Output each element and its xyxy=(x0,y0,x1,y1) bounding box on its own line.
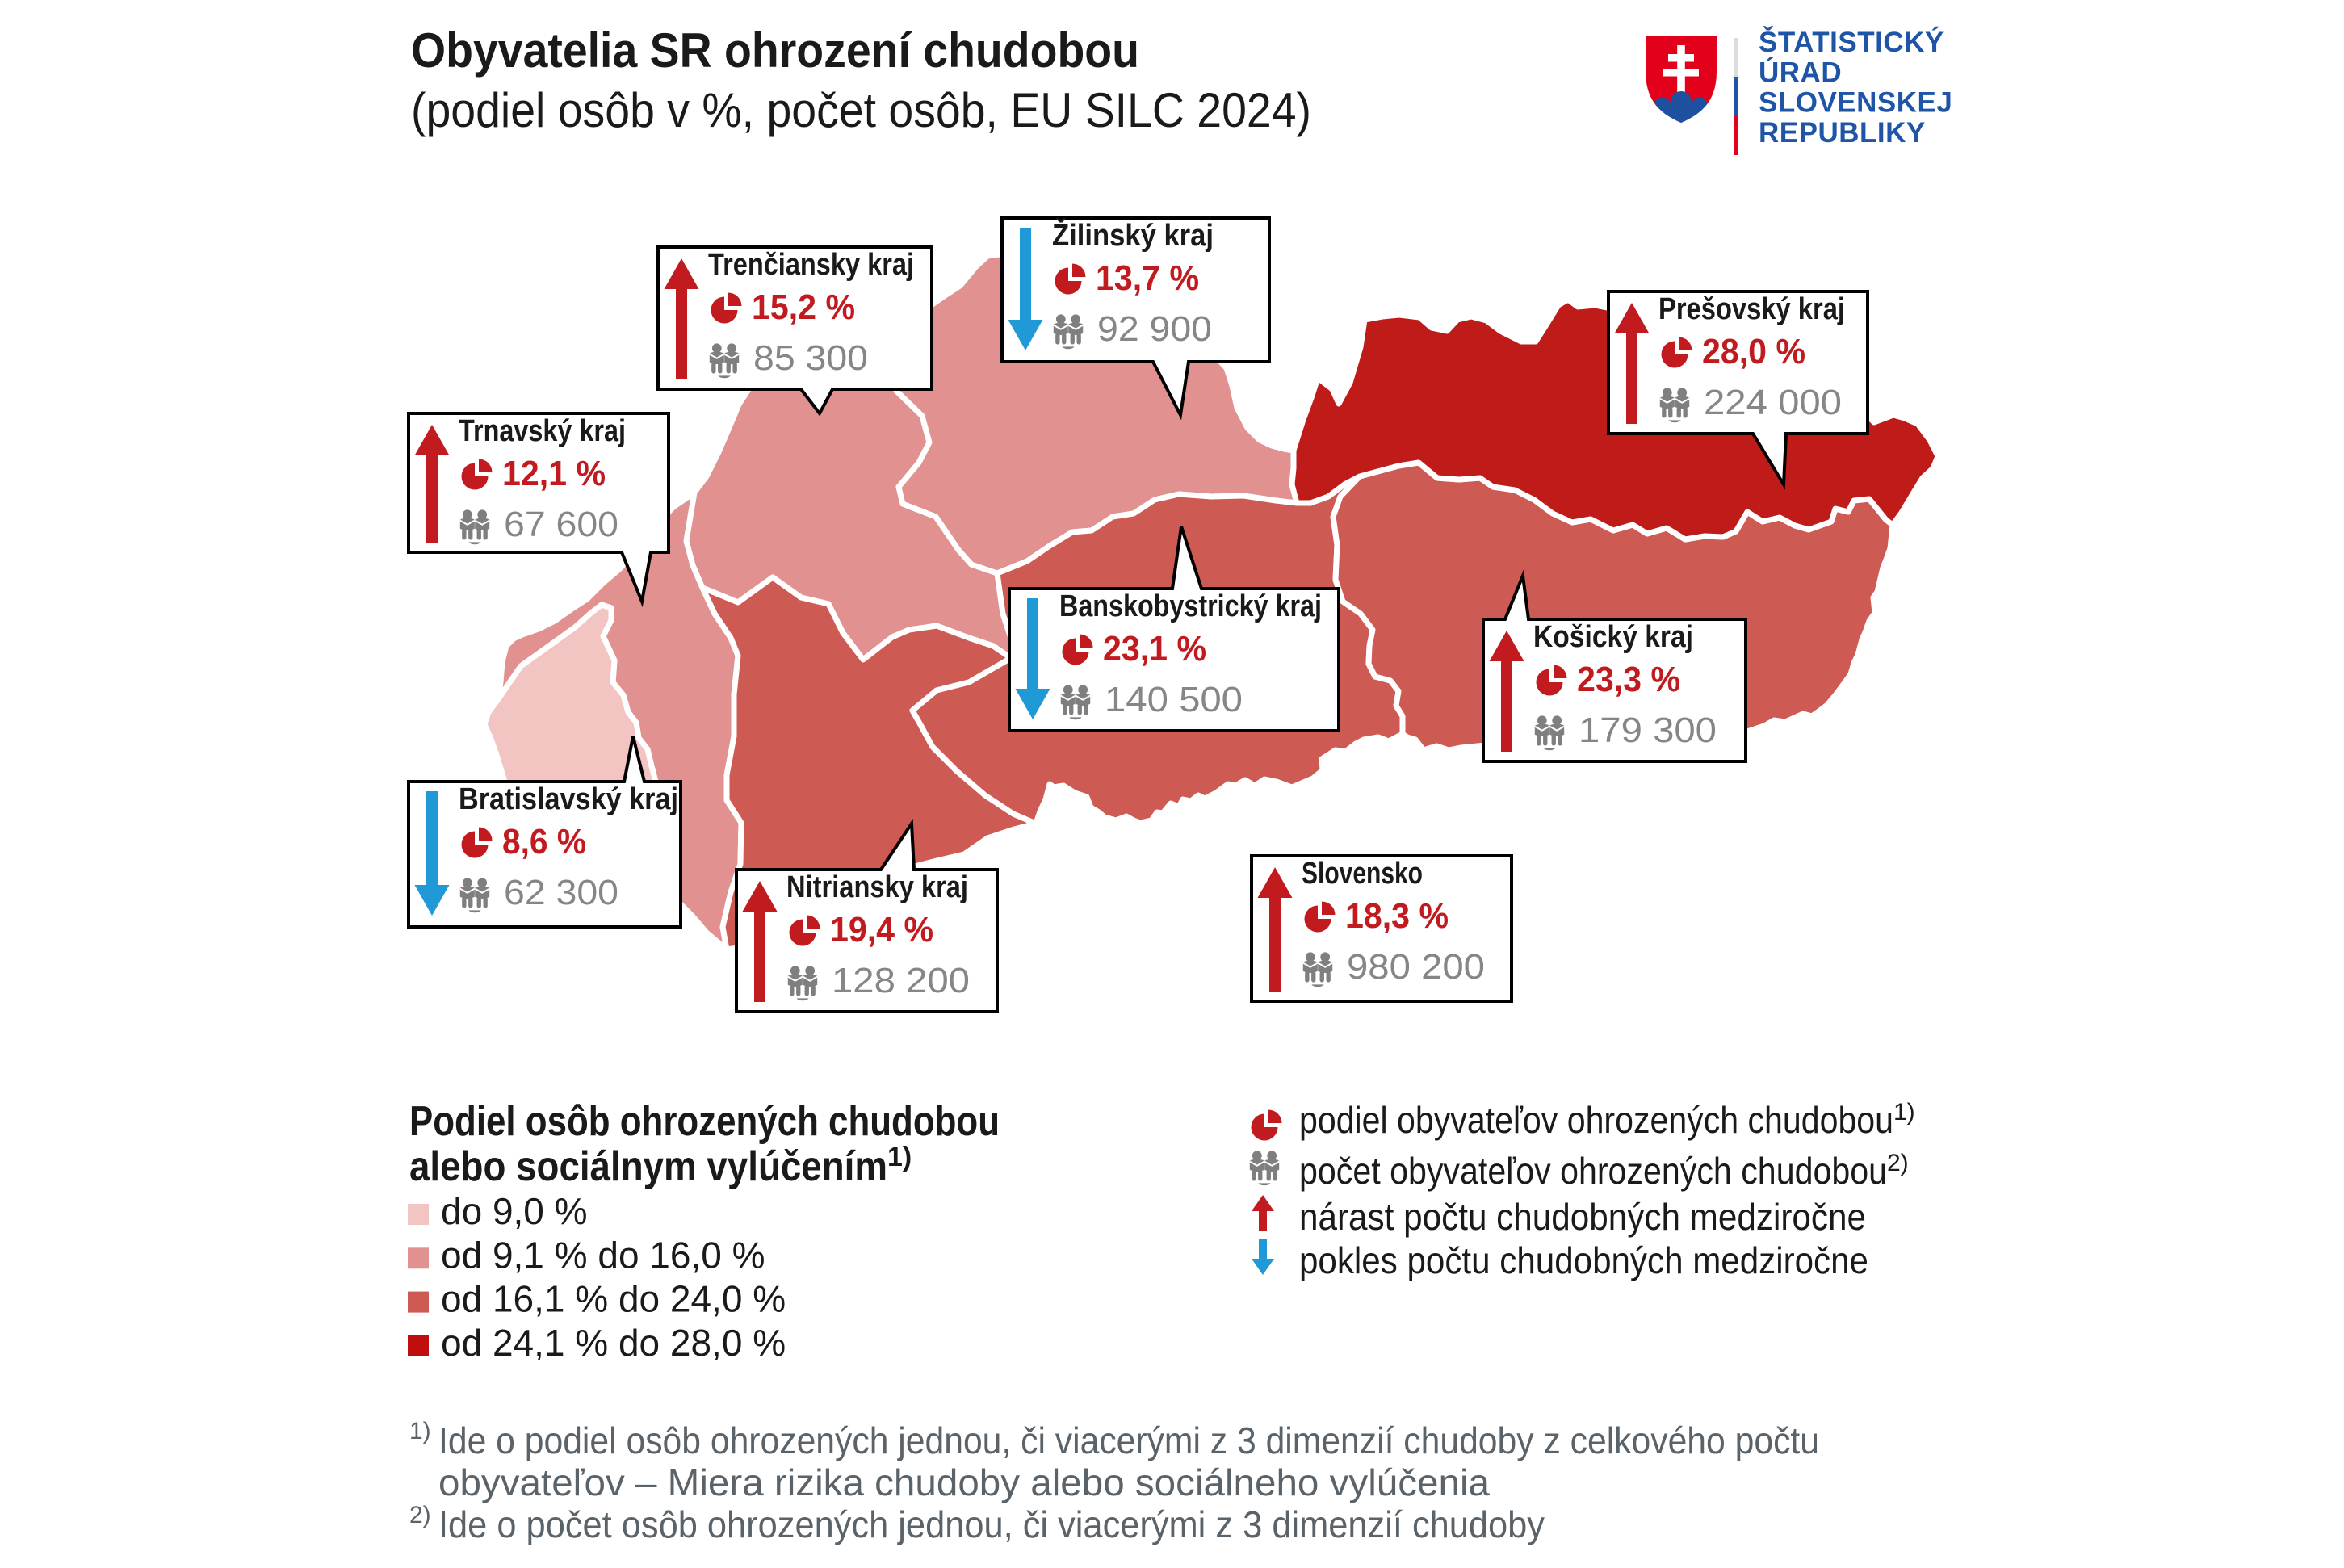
svg-text:23,1 %: 23,1 % xyxy=(1103,629,1206,669)
svg-text:Košický kraj: Košický kraj xyxy=(1533,620,1693,654)
svg-text:Ide o podiel osôb ohrozených j: Ide o podiel osôb ohrozených jednou, či … xyxy=(438,1419,1819,1461)
svg-text:Bratislavský kraj: Bratislavský kraj xyxy=(459,782,678,816)
svg-text:nárast počtu chudobných medzir: nárast počtu chudobných medziročne xyxy=(1299,1196,1866,1238)
svg-text:Trenčiansky kraj: Trenčiansky kraj xyxy=(708,248,914,282)
svg-text:počet obyvateľov ohrozených ch: počet obyvateľov ohrozených chudobou2) xyxy=(1299,1150,1909,1192)
svg-text:8,6 %: 8,6 % xyxy=(502,822,586,862)
svg-text:Ide o počet osôb ohrozených je: Ide o počet osôb ohrozených jednou, či v… xyxy=(438,1503,1545,1545)
svg-text:Obyvatelia SR ohrození chudobo: Obyvatelia SR ohrození chudobou xyxy=(411,23,1139,78)
svg-text:Nitriansky kraj: Nitriansky kraj xyxy=(786,870,968,904)
svg-text:Žilinský kraj: Žilinský kraj xyxy=(1052,217,1214,253)
svg-text:224 000: 224 000 xyxy=(1704,383,1842,422)
svg-text:ÚRAD: ÚRAD xyxy=(1759,56,1842,88)
svg-text:Slovensko: Slovensko xyxy=(1302,857,1423,891)
svg-text:ŠTATISTICKÝ: ŠTATISTICKÝ xyxy=(1759,26,1944,58)
svg-text:alebo sociálnym vylúčením1): alebo sociálnym vylúčením1) xyxy=(409,1142,912,1190)
svg-text:SLOVENSKEJ: SLOVENSKEJ xyxy=(1759,87,1952,119)
svg-text:92 900: 92 900 xyxy=(1097,309,1212,349)
svg-text:podiel obyvateľov ohrozených c: podiel obyvateľov ohrozených chudobou1) xyxy=(1299,1099,1915,1141)
svg-text:obyvateľov – Miera rizika chud: obyvateľov – Miera rizika chudoby alebo … xyxy=(438,1461,1490,1503)
svg-text:980 200: 980 200 xyxy=(1347,947,1485,987)
svg-text:179 300: 179 300 xyxy=(1579,711,1717,750)
svg-text:pokles počtu chudobných medzir: pokles počtu chudobných medziročne xyxy=(1299,1239,1868,1281)
svg-text:85 300: 85 300 xyxy=(753,338,868,378)
svg-text:62 300: 62 300 xyxy=(504,873,618,912)
svg-text:Banskobystrický kraj: Banskobystrický kraj xyxy=(1059,589,1322,623)
svg-text:18,3 %: 18,3 % xyxy=(1345,896,1449,936)
svg-text:od 9,1 % do 16,0 %: od 9,1 % do 16,0 % xyxy=(441,1234,765,1276)
svg-text:2): 2) xyxy=(409,1502,431,1528)
svg-text:19,4 %: 19,4 % xyxy=(830,910,933,950)
svg-text:od 16,1 % do 24,0 %: od 16,1 % do 24,0 % xyxy=(441,1278,786,1320)
svg-text:do 9,0 %: do 9,0 % xyxy=(441,1190,588,1232)
svg-text:(podiel osôb v %, počet osôb,: (podiel osôb v %, počet osôb, EU SILC 20… xyxy=(411,83,1311,137)
svg-text:67 600: 67 600 xyxy=(504,505,618,544)
svg-text:28,0 %: 28,0 % xyxy=(1702,332,1805,371)
svg-text:Prešovský kraj: Prešovský kraj xyxy=(1658,292,1845,326)
svg-text:15,2 %: 15,2 % xyxy=(752,287,855,327)
svg-text:od 24,1 % do 28,0 %: od 24,1 % do 28,0 % xyxy=(441,1322,786,1364)
svg-text:128 200: 128 200 xyxy=(832,961,970,1000)
svg-text:12,1 %: 12,1 % xyxy=(502,454,606,493)
svg-text:1): 1) xyxy=(409,1418,431,1444)
svg-text:23,3 %: 23,3 % xyxy=(1577,660,1680,699)
svg-text:13,7 %: 13,7 % xyxy=(1096,258,1199,298)
svg-text:Podiel osôb ohrozených chudobo: Podiel osôb ohrozených chudobou xyxy=(409,1098,1000,1145)
svg-text:REPUBLIKY: REPUBLIKY xyxy=(1759,117,1926,149)
svg-text:140 500: 140 500 xyxy=(1105,680,1243,719)
svg-text:Trnavský kraj: Trnavský kraj xyxy=(459,414,626,448)
